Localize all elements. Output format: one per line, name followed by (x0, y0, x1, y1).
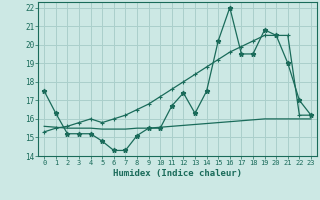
X-axis label: Humidex (Indice chaleur): Humidex (Indice chaleur) (113, 169, 242, 178)
